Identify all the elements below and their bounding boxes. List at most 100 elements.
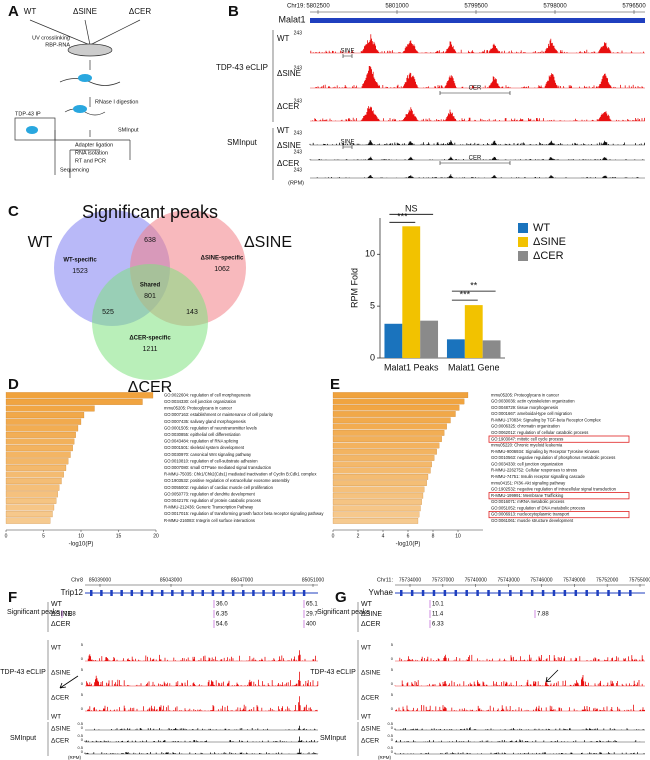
bar: [332, 474, 429, 480]
x-tick-label: Malat1 Gene: [448, 362, 500, 372]
track-label: WT: [51, 601, 63, 608]
track-label: ΔSINE: [361, 611, 382, 618]
x-tick-label: 10: [455, 533, 461, 539]
connector: [29, 19, 141, 46]
term-label: GO:0001505: regulation of neurotransmitt…: [164, 425, 257, 430]
scale-label: 0.5: [77, 745, 83, 750]
gene-label: Trip12: [61, 588, 84, 597]
scale-label: 5: [391, 642, 394, 647]
bar: [5, 484, 60, 491]
venn-title: Significant peaks: [82, 202, 218, 222]
signal-track: [309, 156, 644, 160]
track-label: WT: [51, 645, 61, 652]
signal-track: [395, 739, 641, 742]
genotype-label: ΔSINE: [73, 7, 97, 16]
bar: [5, 511, 53, 518]
bar: [5, 418, 82, 425]
overlap-count: 143: [186, 309, 198, 316]
signal-track: [394, 675, 643, 686]
region-label: SINE: [340, 140, 354, 146]
set-label: ΔCER: [128, 379, 172, 396]
coordinate-label: 5799500: [464, 4, 488, 10]
panel-label: G: [335, 589, 347, 606]
coordinate-label: 75743000: [497, 577, 519, 583]
exon: [100, 590, 103, 596]
bar: [5, 431, 76, 438]
peak-value: 400: [306, 622, 317, 628]
venn-set: [92, 264, 208, 380]
term-label: GO:0001501: skeletal system development: [164, 445, 245, 450]
peaks-label: Significant peaks: [317, 609, 370, 616]
bar: [446, 339, 465, 358]
scale-label: 5: [81, 667, 84, 672]
term-label: GO:1903532: positive regulation of extra…: [164, 478, 290, 483]
region-count: 1211: [142, 346, 157, 353]
exon: [629, 590, 632, 596]
bar: [5, 517, 51, 524]
x-tick-label: Malat1 Peaks: [384, 362, 439, 372]
term-label: GO:0030970: canonical Wnt signaling path…: [164, 452, 252, 457]
gene-label: Ywhae: [369, 588, 394, 597]
signal-track: [94, 725, 316, 730]
x-tick-label: 4: [382, 533, 385, 539]
group-label: SMInput: [10, 735, 36, 742]
signal-track: [310, 34, 644, 53]
exon: [171, 590, 174, 596]
exon: [465, 590, 468, 596]
signal-track: [87, 696, 318, 711]
x-tick-label: 10: [78, 533, 84, 539]
track-label: ΔSINE: [51, 670, 71, 677]
coordinate-label: 5802500: [306, 4, 330, 10]
exon: [530, 590, 534, 596]
coordinate-label: 75749000: [563, 577, 585, 583]
coordinate-label: 5798000: [543, 4, 567, 10]
legend-label: WT: [533, 222, 550, 234]
scale-label: 0.5: [77, 721, 83, 726]
bar: [5, 471, 64, 478]
term-label: GO:0017015: regulation of transforming g…: [164, 511, 324, 516]
step-label: SMInput: [118, 127, 139, 133]
exon: [618, 590, 621, 596]
schematic: [14, 19, 141, 178]
bar: [5, 412, 85, 419]
scale-label: 0: [391, 681, 394, 686]
panel-label: F: [8, 589, 17, 606]
term-label: GO:0042176: regulation of protein catabo…: [164, 498, 261, 503]
connector: [69, 149, 100, 178]
bar: [332, 448, 437, 455]
region-label: CER: [469, 86, 482, 92]
region-count: 1062: [214, 266, 230, 273]
ip-box: [14, 117, 56, 141]
term-label: GO:1903047: mitotic cell cycle process: [491, 436, 563, 441]
scale-label: 5: [391, 692, 394, 697]
scale-label: 0: [81, 725, 84, 730]
coordinate-label: 75737000: [432, 577, 454, 583]
term-label: GO:0016071: mRNA metabolic process: [491, 499, 564, 504]
significance-label: ***: [460, 289, 471, 299]
term-label: GO:0010563: negative regulation of phosp…: [491, 455, 615, 460]
unit-label: (RPM): [68, 755, 81, 760]
bar: [332, 398, 465, 405]
region-count: 1523: [72, 268, 88, 275]
legend-swatch: [518, 223, 528, 233]
peak-value: 7.88: [537, 612, 549, 618]
region-label: ΔSINE-specific: [201, 256, 244, 262]
group-label: SMInput: [320, 735, 346, 742]
scale-label: 243: [294, 30, 303, 36]
track-label: ΔSINE: [51, 726, 71, 733]
bar: [5, 497, 57, 504]
track-label: WT: [361, 714, 371, 721]
panel-label: A: [8, 3, 19, 20]
exon: [454, 590, 458, 596]
exon: [432, 590, 436, 596]
exon: [292, 590, 296, 596]
bar: [332, 486, 425, 493]
rna: [59, 78, 121, 86]
term-label: R-MMU-75035: Chk1/Chk2(Cds1) mediated in…: [164, 472, 317, 477]
unit-label: (RPM): [288, 180, 304, 186]
bar: [332, 499, 422, 505]
track-label: ΔSINE: [51, 611, 72, 618]
term-highlight: [488, 511, 630, 519]
coordinate-label: 75755000: [629, 577, 650, 583]
